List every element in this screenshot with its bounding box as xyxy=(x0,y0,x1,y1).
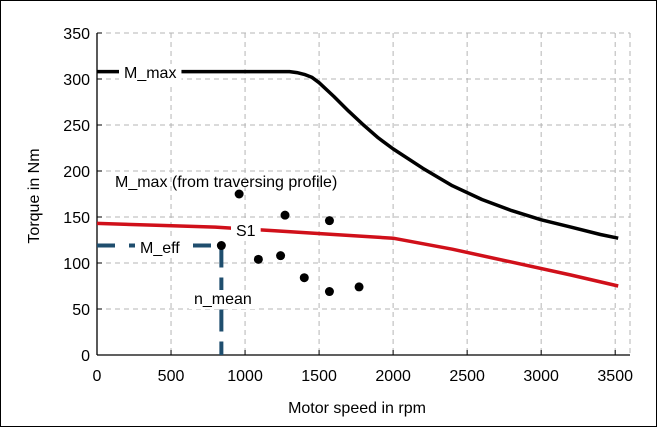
data-point xyxy=(234,189,244,199)
x-tick-label: 0 xyxy=(93,368,102,385)
y-tick-label: 150 xyxy=(63,210,90,227)
data-point xyxy=(216,241,226,251)
annotations: M_max M_max (from traversing profile) S1… xyxy=(115,64,337,309)
data-point xyxy=(324,216,334,226)
series xyxy=(96,69,619,288)
data-point xyxy=(253,254,263,264)
y-tick-label: 350 xyxy=(63,26,90,43)
x-tick-label: 2000 xyxy=(375,368,411,385)
y-tick-label: 300 xyxy=(63,72,90,89)
y-tick-label: 200 xyxy=(63,164,90,181)
x-axis-title: Motor speed in rpm xyxy=(288,400,426,417)
s1-curve xyxy=(96,221,619,288)
data-point xyxy=(280,210,290,220)
m-eff-label: M_eff xyxy=(140,240,180,257)
m-max-label: M_max xyxy=(124,65,176,82)
x-tick-label: 1000 xyxy=(227,368,263,385)
y-tick-label: 50 xyxy=(72,302,90,319)
y-tick-label: 250 xyxy=(63,118,90,135)
grid xyxy=(97,32,631,355)
n-mean-label-bg xyxy=(189,290,257,309)
traversing-profile-label: M_max (from traversing profile) xyxy=(115,174,337,191)
m-max-curve xyxy=(97,69,619,240)
data-points xyxy=(216,189,364,297)
x-tick-label: 3000 xyxy=(523,368,559,385)
s1-label-bg xyxy=(231,222,261,241)
m-eff-label-bg xyxy=(135,239,186,258)
data-point xyxy=(324,287,334,297)
x-tick-label: 500 xyxy=(158,368,185,385)
data-point xyxy=(276,251,286,261)
m-max-label-bg xyxy=(119,64,182,83)
data-point xyxy=(354,282,364,292)
x-tick-label: 2500 xyxy=(449,368,485,385)
tick-labels: 0 500 1000 1500 2000 2500 3000 3500 0 50 100 150 200… xyxy=(63,26,633,385)
n-mean-label: n_mean xyxy=(194,291,252,308)
axes xyxy=(96,32,630,356)
x-tick-label: 3500 xyxy=(597,368,633,385)
x-tick-label: 1500 xyxy=(301,368,337,385)
y-tick-label: 0 xyxy=(81,348,90,365)
markers xyxy=(97,243,224,355)
y-axis-title: Torque in Nm xyxy=(26,148,43,243)
data-point xyxy=(299,273,309,283)
y-tick-label: 100 xyxy=(63,256,90,273)
s1-label: S1 xyxy=(236,223,256,240)
